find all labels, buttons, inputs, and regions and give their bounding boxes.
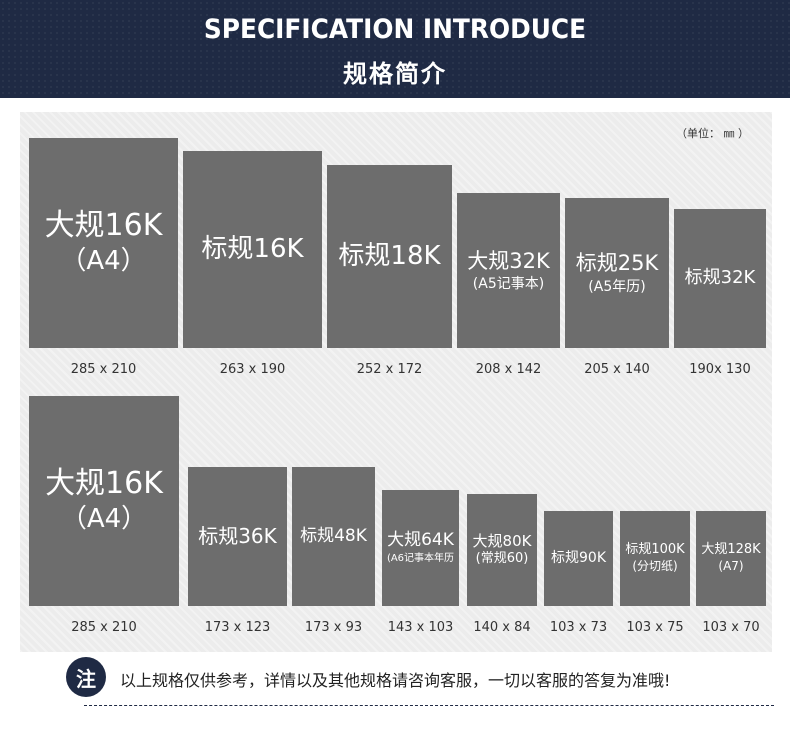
size-note: (A6记事本年历 xyxy=(386,553,455,565)
dimension-label: 285 x 210 xyxy=(70,362,137,377)
size-box-r2-6: 标规90K xyxy=(544,511,613,606)
dimension-label: 143 x 103 xyxy=(387,620,454,635)
dimension-label: 252 x 172 xyxy=(356,362,423,377)
size-name: 标规18K xyxy=(338,240,441,271)
size-box-r2-2: 标规36K xyxy=(188,467,287,606)
dimension-label: 103 x 70 xyxy=(702,620,760,635)
dimension-label: 140 x 84 xyxy=(473,620,531,635)
size-box-r2-8: 大规128K (A7) xyxy=(696,511,766,606)
note-badge: 注 xyxy=(66,657,106,697)
dimension-label: 173 x 93 xyxy=(304,620,363,635)
note-divider xyxy=(84,705,774,706)
unit-label: （单位： ㎜ ） xyxy=(676,127,749,140)
size-box-r2-7: 标规100K (分切纸) xyxy=(620,511,690,606)
size-name: 标规32K xyxy=(684,267,756,289)
size-box-r1-3: 标规18K xyxy=(327,165,452,348)
size-name: 标规48K xyxy=(300,525,367,546)
dimension-label: 103 x 73 xyxy=(549,620,608,635)
size-name: 标规90K xyxy=(551,550,606,567)
size-note: （A4） xyxy=(60,246,147,277)
dimension-label: 103 x 75 xyxy=(626,620,684,635)
dimension-label: 263 x 190 xyxy=(219,362,286,377)
size-name: 标规36K xyxy=(198,524,277,548)
size-name: 标规100K xyxy=(625,542,685,558)
size-box-r1-1: 大规16K （A4） xyxy=(29,138,178,348)
size-name: 大规64K xyxy=(387,530,454,551)
dimension-label: 173 x 123 xyxy=(204,620,271,635)
size-note: (分切纸) xyxy=(632,559,678,574)
size-box-r1-4: 大规32K (A5记事本) xyxy=(457,193,560,348)
size-name: 大规128K xyxy=(701,542,761,558)
size-box-r2-1: 大规16K （A4） xyxy=(29,396,179,606)
size-name: 标规25K xyxy=(575,251,659,276)
size-name: 大规16K xyxy=(44,207,163,243)
size-note: (常规60) xyxy=(475,551,529,567)
size-name: 大规32K xyxy=(467,248,550,273)
size-name: 大规16K xyxy=(45,465,163,501)
dimension-label: 208 x 142 xyxy=(475,362,542,377)
dimension-label: 190x 130 xyxy=(689,362,751,377)
size-note: (A5年历) xyxy=(588,278,646,295)
size-box-r2-3: 标规48K xyxy=(292,467,375,606)
header-banner: SPECIFICATION INTRODUCE 规格简介 xyxy=(0,0,790,98)
size-note: (A5记事本) xyxy=(472,276,545,293)
size-box-r1-6: 标规32K xyxy=(674,209,766,348)
size-note: （A4） xyxy=(60,504,148,535)
dimension-label: 285 x 210 xyxy=(71,620,137,635)
note-text: 以上规格仅供参考，详情以及其他规格请咨询客服，一切以客服的答复为准哦! xyxy=(120,671,671,690)
size-name: 标规16K xyxy=(201,233,304,264)
title-english: SPECIFICATION INTRODUCE xyxy=(203,14,587,45)
size-name: 大规80K xyxy=(472,531,532,550)
size-box-r2-5: 大规80K (常规60) xyxy=(467,494,537,606)
size-box-r1-2: 标规16K xyxy=(183,151,322,348)
size-box-r2-4: 大规64K (A6记事本年历 xyxy=(382,490,459,606)
dimension-label: 205 x 140 xyxy=(584,362,650,377)
title-chinese: 规格简介 xyxy=(343,60,447,88)
size-box-r1-5: 标规25K (A5年历) xyxy=(565,198,669,348)
size-note: (A7) xyxy=(718,559,744,574)
